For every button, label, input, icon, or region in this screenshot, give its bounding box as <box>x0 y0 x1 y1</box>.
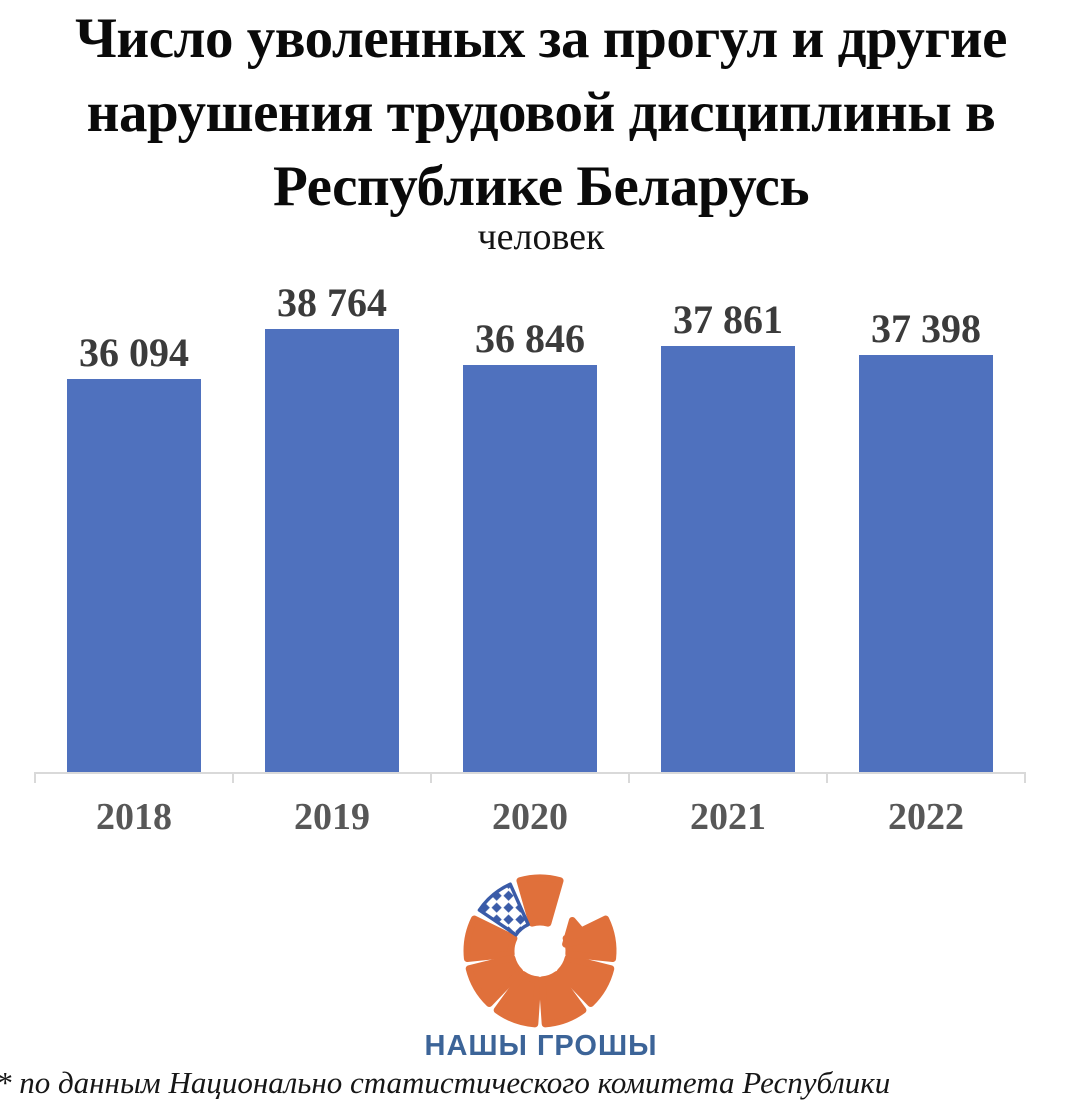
infographic-title: Число уволенных за прогул и другие наруш… <box>0 2 1082 224</box>
logo-small-wedge <box>562 917 592 948</box>
x-axis-label-2020: 2020 <box>492 796 568 838</box>
ornament-wedge <box>477 882 530 937</box>
axis-tick <box>1024 772 1026 783</box>
x-axis-labels: 2018 2019 2020 2021 2022 <box>35 796 1025 838</box>
title-line-2: нарушения трудовой дисциплины в <box>86 81 996 144</box>
axis-tick <box>232 772 234 783</box>
x-axis-label-2022: 2022 <box>888 796 964 838</box>
x-axis-label-2018: 2018 <box>96 796 172 838</box>
bar-2019 <box>265 329 399 772</box>
bar-value-label-2020: 36 846 <box>475 316 585 361</box>
bar-chart: 36 094 38 764 36 846 37 861 37 398 2018 2019 2… <box>34 282 1026 866</box>
bar-value-label-2019: 38 764 <box>277 280 387 325</box>
x-axis-line <box>35 772 1025 774</box>
bar-value-label-2021: 37 861 <box>673 297 783 342</box>
bar-value-label-2022: 37 398 <box>871 306 981 351</box>
axis-tick <box>430 772 432 783</box>
x-axis-label-2019: 2019 <box>294 796 370 838</box>
nashy-groshy-logo-icon <box>463 874 617 1028</box>
logo-pinwheel <box>463 874 617 1028</box>
bar-2020 <box>463 365 597 772</box>
x-axis-label-2021: 2021 <box>690 796 766 838</box>
axis-tick <box>628 772 630 783</box>
bar-2018 <box>67 379 201 772</box>
unit-label: человек <box>477 216 605 258</box>
axis-tick <box>34 772 36 783</box>
plot-area: 36 094 38 764 36 846 37 861 37 398 <box>35 282 1025 772</box>
axis-tick <box>826 772 828 783</box>
title-line-3: Республике Беларусь <box>273 155 809 218</box>
title-line-1: Число уволенных за прогул и другие <box>75 7 1007 70</box>
bar-2022 <box>859 355 993 772</box>
source-note: * по данным Национально статистического … <box>0 1065 891 1100</box>
logo-wordmark: НАШЫ ГРОШЫ <box>424 1030 658 1062</box>
bar-2021 <box>661 346 795 772</box>
bar-value-label-2018: 36 094 <box>79 330 189 375</box>
